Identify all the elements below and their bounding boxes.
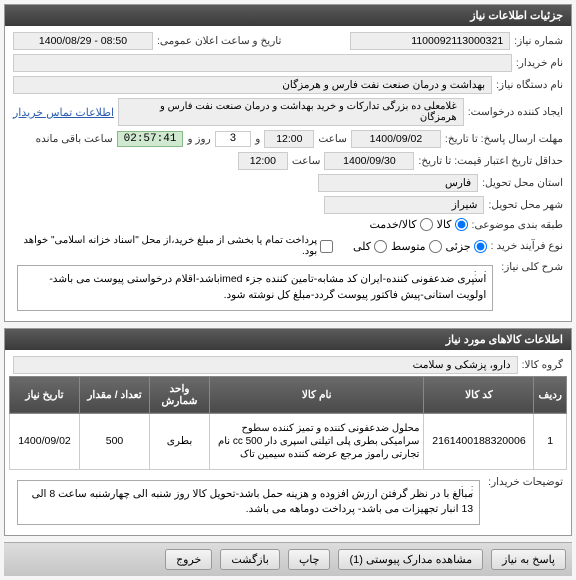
label-city: شهر محل تحویل: xyxy=(488,199,563,211)
radio-medium[interactable]: متوسط xyxy=(391,240,442,253)
field-valid-date: 1400/09/30 xyxy=(324,152,414,170)
radio-total-label: کلی xyxy=(353,240,371,253)
th-date: تاریخ نیاز xyxy=(10,376,80,413)
th-idx: ردیف xyxy=(534,376,567,413)
label-requester: ایجاد کننده درخواست: xyxy=(468,106,563,118)
label-hour1: ساعت xyxy=(318,133,347,145)
cell-qty: 500 xyxy=(80,413,150,469)
label-buyer-name: نام خریدار: xyxy=(516,57,563,69)
radio-goods-input[interactable] xyxy=(455,218,468,231)
reply-button[interactable]: پاسخ به نیاز xyxy=(491,549,566,570)
label-purchase: نوع فرآیند خرید : xyxy=(491,240,563,252)
label-general: شرح کلی نیاز: xyxy=(501,261,563,273)
radio-partial-label: جزئی xyxy=(446,240,471,253)
field-device: بهداشت و درمان صنعت نفت فارس و هرمزگان xyxy=(13,76,492,94)
label-group: گروه کالا: xyxy=(522,359,563,371)
radio-goods-label: کالا xyxy=(437,218,452,231)
radio-medium-label: متوسط xyxy=(391,240,426,253)
radio-medium-input[interactable] xyxy=(429,240,442,253)
label-hour2: ساعت xyxy=(292,155,321,167)
payment-checkbox[interactable] xyxy=(320,240,333,253)
cell-date: 1400/09/02 xyxy=(10,413,80,469)
cell-code: 2161400188320006 xyxy=(424,413,534,469)
drag-handle-icon-2[interactable]: ⋮⋮ xyxy=(457,483,477,498)
field-requester: غلامعلی ده بزرگی تدارکات و خرید بهداشت و… xyxy=(118,98,464,126)
goods-info-panel: اطلاعات کالاهای مورد نیاز گروه کالا: دار… xyxy=(4,328,572,537)
radio-service[interactable]: کالا/خدمت xyxy=(369,218,432,231)
label-valid-date: حداقل تاریخ اعتبار قیمت: تا تاریخ: xyxy=(418,155,563,167)
th-name: نام کالا xyxy=(210,376,424,413)
th-code: کد کالا xyxy=(424,376,534,413)
radio-goods[interactable]: کالا xyxy=(437,218,468,231)
buyer-note-text: مبالغ با در نظر گرفتن ارزش افزوده و هزین… xyxy=(32,488,474,516)
exit-button[interactable]: خروج xyxy=(165,549,212,570)
panel1-body: شماره نیاز: 1100092113000321 تاریخ و ساع… xyxy=(5,26,571,321)
label-public-dt: تاریخ و ساعت اعلان عمومی: xyxy=(157,35,281,47)
field-deadline-time: 12:00 xyxy=(264,130,314,148)
label-province: استان محل تحویل: xyxy=(482,177,563,189)
th-qty: تعداد / مقدار xyxy=(80,376,150,413)
radio-partial-input[interactable] xyxy=(474,240,487,253)
buyer-note-box: ⋮⋮ مبالغ با در نظر گرفتن ارزش افزوده و ه… xyxy=(17,480,480,526)
cell-unit: بطری xyxy=(150,413,210,469)
panel1-header: جزئیات اطلاعات نیاز xyxy=(5,5,571,26)
cell-name: محلول ضدعفونی کننده و تمیز کننده سطوح سر… xyxy=(210,413,424,469)
field-public-dt: 1400/08/29 - 08:50 xyxy=(13,32,153,50)
label-need-no: شماره نیاز: xyxy=(514,35,563,47)
th-unit: واحد شمارش xyxy=(150,376,210,413)
payment-note-text: پرداخت تمام یا بخشی از مبلغ خرید،از محل … xyxy=(13,235,317,257)
panel2-header: اطلاعات کالاهای مورد نیاز xyxy=(5,329,571,350)
radio-service-input[interactable] xyxy=(420,218,433,231)
label-deadline: مهلت ارسال پاسخ: تا تاریخ: xyxy=(445,133,563,145)
table-header-row: ردیف کد کالا نام کالا واحد شمارش تعداد /… xyxy=(10,376,567,413)
label-buyer-note: توضیحات خریدار: xyxy=(488,476,563,488)
panel2-body: گروه کالا: دارو، پزشکی و سلامت ردیف کد ک… xyxy=(5,350,571,536)
buyer-contact-link[interactable]: اطلاعات تماس خریدار xyxy=(13,106,114,119)
print-button[interactable]: چاپ xyxy=(288,549,331,570)
general-desc-text: اسپری ضدعفونی کننده-ایران کد مشابه-تامین… xyxy=(49,273,486,301)
label-hours-left: ساعت باقی مانده xyxy=(36,133,113,145)
field-valid-time: 12:00 xyxy=(238,152,288,170)
field-deadline-date: 1400/09/02 xyxy=(351,130,441,148)
radio-total-input[interactable] xyxy=(374,240,387,253)
field-group: دارو، پزشکی و سلامت xyxy=(13,356,518,374)
radio-total[interactable]: کلی xyxy=(353,240,387,253)
countdown-timer: 02:57:41 xyxy=(117,131,184,147)
label-device: نام دستگاه نیاز: xyxy=(496,79,563,91)
field-need-no: 1100092113000321 xyxy=(350,32,510,50)
need-details-panel: جزئیات اطلاعات نیاز شماره نیاز: 11000921… xyxy=(4,4,572,322)
table-row[interactable]: 1 2161400188320006 محلول ضدعفونی کننده و… xyxy=(10,413,567,469)
label-day: روز و xyxy=(187,133,210,145)
button-bar: پاسخ به نیاز مشاهده مدارک پیوستی (1) چاپ… xyxy=(4,542,572,576)
radio-service-label: کالا/خدمت xyxy=(369,218,416,231)
radio-partial[interactable]: جزئی xyxy=(446,240,487,253)
drag-handle-icon[interactable]: ⋮⋮ xyxy=(470,268,490,283)
field-city: شیراز xyxy=(324,196,484,214)
label-and: و xyxy=(255,133,260,145)
general-desc-box: ⋮⋮ اسپری ضدعفونی کننده-ایران کد مشابه-تا… xyxy=(17,265,493,311)
back-button[interactable]: بازگشت xyxy=(220,549,280,570)
days-remaining: 3 xyxy=(215,131,252,147)
field-province: فارس xyxy=(318,174,478,192)
label-domain: طبقه بندی موضوعی: xyxy=(472,219,563,231)
goods-table: ردیف کد کالا نام کالا واحد شمارش تعداد /… xyxy=(9,376,567,470)
attachments-button[interactable]: مشاهده مدارک پیوستی (1) xyxy=(338,549,483,570)
cell-idx: 1 xyxy=(534,413,567,469)
payment-note-check[interactable]: پرداخت تمام یا بخشی از مبلغ خرید،از محل … xyxy=(13,235,333,257)
field-buyer-name xyxy=(13,54,512,72)
